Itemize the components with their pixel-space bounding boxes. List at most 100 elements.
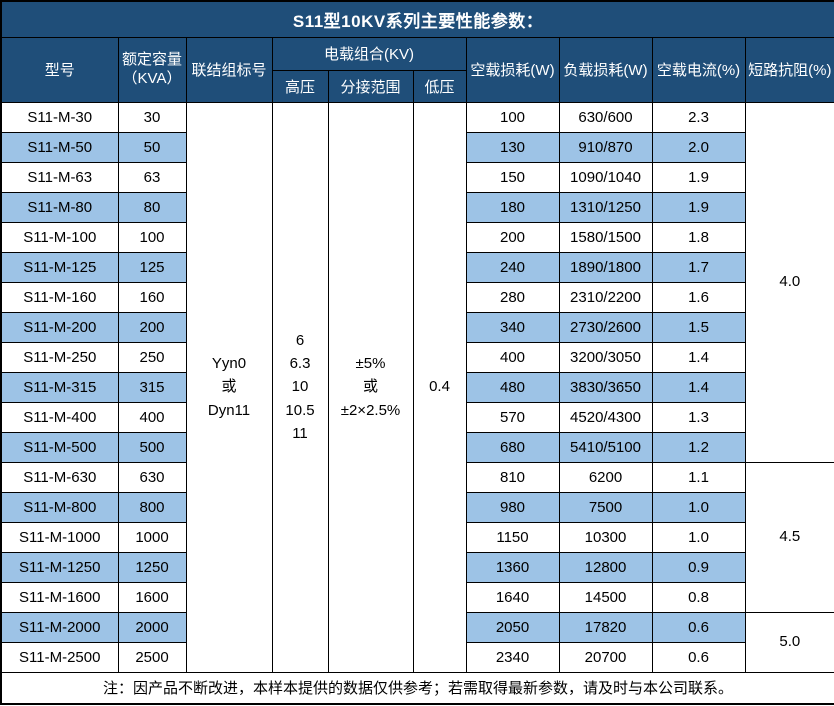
impedance-cell: 5.0 [744,611,834,673]
capacity-cell: 100 [117,221,187,253]
capacity-cell: 2500 [117,641,187,673]
capacity-cell: 200 [117,311,187,343]
no-load-loss-cell: 1150 [465,521,560,553]
no-load-current-cell: 1.0 [651,491,746,523]
model-cell: S11-M-160 [0,281,119,313]
no-load-current-cell: 1.6 [651,281,746,313]
no-load-loss-cell: 2050 [465,611,560,643]
capacity-cell: 800 [117,491,187,523]
no-load-current-cell: 1.4 [651,341,746,373]
header-row-1: 型号 额定容量 （KVA） 联结组标号 电载组合(KV) 空载损耗(W) 负载损… [0,36,834,103]
table-row: S11-M-500 500 680 5410/5100 1.2 [0,431,834,463]
capacity-cell: 2000 [117,611,187,643]
no-load-current-cell: 2.3 [651,101,746,133]
capacity-cell: 50 [117,131,187,163]
no-load-current-cell: 1.0 [651,521,746,553]
table-row: S11-M-125 125 240 1890/1800 1.7 [0,251,834,283]
no-load-current-cell: 0.9 [651,551,746,583]
model-cell: S11-M-315 [0,371,119,403]
model-cell: S11-M-800 [0,491,119,523]
no-load-current-cell: 1.5 [651,311,746,343]
model-cell: S11-M-80 [0,191,119,223]
model-cell: S11-M-2500 [0,641,119,673]
model-cell: S11-M-630 [0,461,119,493]
page-title: S11型10KV系列主要性能参数： [0,0,834,38]
no-load-loss-cell: 240 [465,251,560,283]
table-row: S11-M-2000 2000 2050 17820 0.6 5.0 [0,611,834,673]
no-load-loss-cell: 1360 [465,551,560,583]
no-load-loss-cell: 130 [465,131,560,163]
table-row: S11-M-800 800 980 7500 1.0 [0,491,834,523]
lv-cell: 0.4 [412,101,467,673]
table-row: S11-M-80 80 180 1310/1250 1.9 [0,191,834,223]
load-loss-cell: 1580/1500 [558,221,653,253]
no-load-current-cell: 1.2 [651,431,746,463]
table-row: S11-M-250 250 400 3200/3050 1.4 [0,341,834,373]
no-load-loss-cell: 980 [465,491,560,523]
table-row: S11-M-315 315 480 3830/3650 1.4 [0,371,834,403]
capacity-cell: 500 [117,431,187,463]
capacity-cell: 315 [117,371,187,403]
no-load-current-cell: 1.3 [651,401,746,433]
header-row-2: 高压 分接范围 低压 [1,69,834,103]
impedance-cell: 4.0 [744,101,834,463]
model-cell: S11-M-100 [0,221,119,253]
table-row: S11-M-1250 1250 1360 12800 0.9 [0,551,834,583]
load-loss-cell: 3200/3050 [558,341,653,373]
no-load-current-cell: 1.9 [651,161,746,193]
col-header-impedance: 短路抗阻(%) [744,36,834,103]
capacity-cell: 125 [117,251,187,283]
no-load-current-cell: 0.8 [651,581,746,613]
col-header-tap-range: 分接范围 [327,69,414,103]
load-loss-cell: 20700 [558,641,653,673]
load-loss-cell: 14500 [558,581,653,613]
model-cell: S11-M-1250 [0,551,119,583]
col-header-voltage-combo: 电载组合(KV) [271,36,467,71]
no-load-current-cell: 0.6 [651,641,746,673]
col-header-no-load-loss: 空载损耗(W) [465,36,560,103]
model-cell: S11-M-50 [0,131,119,163]
load-loss-cell: 4520/4300 [558,401,653,433]
load-loss-cell: 1090/1040 [558,161,653,193]
no-load-loss-cell: 340 [465,311,560,343]
no-load-current-cell: 1.7 [651,251,746,283]
model-cell: S11-M-63 [0,161,119,193]
capacity-cell: 1600 [117,581,187,613]
connection-cell: Yyn0 或 Dyn11 [185,101,273,673]
load-loss-cell: 630/600 [558,101,653,133]
no-load-current-cell: 1.9 [651,191,746,223]
no-load-current-cell: 1.1 [651,461,746,493]
load-loss-cell: 2310/2200 [558,281,653,313]
no-load-loss-cell: 400 [465,341,560,373]
no-load-current-cell: 1.8 [651,221,746,253]
no-load-loss-cell: 2340 [465,641,560,673]
load-loss-cell: 7500 [558,491,653,523]
no-load-current-cell: 0.6 [651,611,746,643]
capacity-cell: 250 [117,341,187,373]
model-cell: S11-M-125 [0,251,119,283]
model-cell: S11-M-1600 [0,581,119,613]
capacity-cell: 1000 [117,521,187,553]
capacity-cell: 30 [117,101,187,133]
capacity-cell: 63 [117,161,187,193]
load-loss-cell: 10300 [558,521,653,553]
no-load-loss-cell: 680 [465,431,560,463]
model-cell: S11-M-30 [0,101,119,133]
model-cell: S11-M-250 [0,341,119,373]
no-load-loss-cell: 180 [465,191,560,223]
capacity-cell: 1250 [117,551,187,583]
model-cell: S11-M-1000 [0,521,119,553]
table-row: S11-M-1000 1000 1150 10300 1.0 [0,521,834,553]
no-load-loss-cell: 1640 [465,581,560,613]
model-cell: S11-M-200 [0,311,119,343]
col-header-hv: 高压 [271,69,329,103]
no-load-loss-cell: 280 [465,281,560,313]
no-load-loss-cell: 200 [465,221,560,253]
no-load-loss-cell: 810 [465,461,560,493]
no-load-loss-cell: 570 [465,401,560,433]
table-row: S11-M-30 30 Yyn0 或 Dyn11 6 6.3 10 10.5 1… [0,101,834,673]
col-header-connection: 联结组标号 [185,36,273,103]
capacity-cell: 160 [117,281,187,313]
model-cell: S11-M-500 [0,431,119,463]
capacity-cell: 630 [117,461,187,493]
